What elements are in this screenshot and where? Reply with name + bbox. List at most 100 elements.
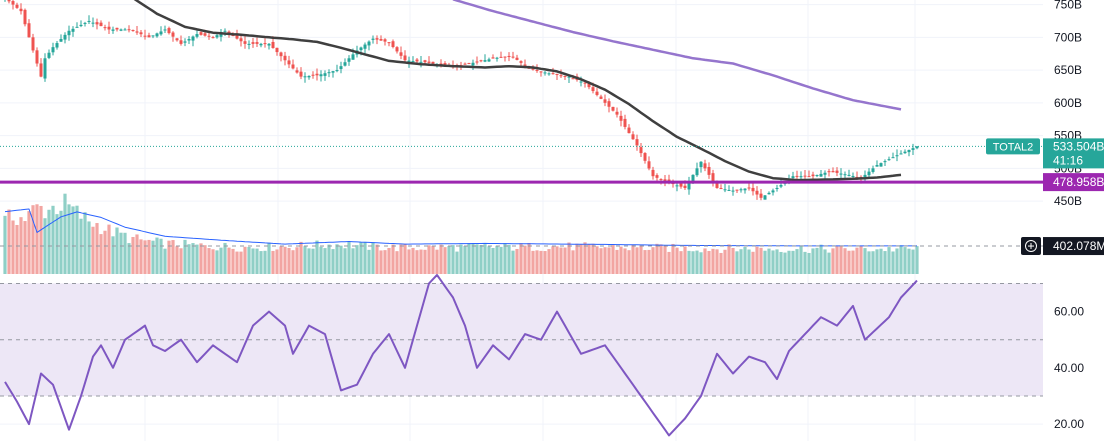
- candle-body: [567, 76, 571, 78]
- volume-bar: [139, 239, 143, 274]
- candle-body: [327, 72, 331, 74]
- candle-body: [847, 174, 851, 176]
- candle-body: [643, 153, 647, 161]
- volume-bar: [331, 249, 335, 274]
- candle-body: [251, 42, 255, 44]
- candle-body: [399, 52, 403, 56]
- support-label-text: 478.958B: [1053, 175, 1104, 189]
- ma-slow-line: [452, 0, 902, 111]
- candle-body: [895, 155, 899, 157]
- candle-body: [295, 70, 299, 73]
- candle-body: [219, 32, 223, 37]
- candle-body: [171, 32, 175, 37]
- candle-body: [503, 56, 507, 58]
- volume-bar: [199, 243, 203, 274]
- candle-body: [555, 73, 559, 75]
- volume-bar: [323, 248, 327, 274]
- volume-bar: [467, 243, 471, 274]
- volume-bar: [539, 250, 543, 274]
- volume-bar: [27, 211, 31, 274]
- volume-bar: [59, 210, 63, 274]
- candle-body: [87, 20, 91, 22]
- volume-bar: [815, 247, 819, 274]
- volume-bar: [723, 249, 727, 274]
- volume-bar: [115, 227, 119, 274]
- candle-body: [867, 171, 871, 176]
- candle-body: [279, 52, 283, 57]
- candle-body: [19, 8, 23, 12]
- volume-bar: [395, 251, 399, 274]
- candle-body: [539, 71, 543, 73]
- candle-body: [815, 175, 819, 177]
- volume-bar: [895, 248, 899, 274]
- volume-bar: [879, 248, 883, 274]
- volume-bar: [699, 252, 703, 274]
- volume-bar: [679, 251, 683, 274]
- candle-body: [115, 27, 119, 30]
- volume-label-box: [1043, 237, 1104, 256]
- volume-bar: [275, 249, 279, 274]
- candle-body: [871, 168, 875, 172]
- volume-bar: [703, 248, 707, 274]
- volume-bar: [227, 247, 231, 274]
- volume-bar: [511, 250, 515, 274]
- volume-bar: [663, 246, 667, 274]
- volume-bar: [731, 247, 735, 274]
- volume-bar: [91, 226, 95, 274]
- volume-bar: [495, 245, 499, 274]
- candle-body: [875, 165, 879, 167]
- candle-body: [763, 195, 767, 200]
- candle-body: [175, 38, 179, 41]
- volume-bar: [175, 246, 179, 274]
- candle-body: [415, 59, 419, 62]
- candle-body: [571, 78, 575, 80]
- candle-body: [819, 173, 823, 177]
- volume-bar: [803, 251, 807, 274]
- volume-bar: [651, 247, 655, 274]
- candle-body: [563, 75, 567, 77]
- volume-bar: [215, 250, 219, 274]
- volume-bar: [239, 251, 243, 274]
- volume-bar: [899, 245, 903, 274]
- volume-bar: [519, 243, 523, 274]
- rsi-axis-tick-label: 40.00: [1054, 361, 1084, 375]
- candle-body: [143, 35, 147, 37]
- candle-body: [139, 32, 143, 35]
- candle-body: [911, 148, 915, 150]
- volume-bar: [63, 193, 67, 274]
- volume-bar: [423, 249, 427, 274]
- volume-bar: [503, 243, 507, 274]
- candle-body: [699, 161, 703, 168]
- candle-body: [719, 188, 723, 190]
- candle-body: [411, 61, 415, 63]
- candle-body: [207, 35, 211, 37]
- candle-body: [835, 170, 839, 173]
- candle-body: [599, 96, 603, 99]
- candle-body: [283, 55, 287, 61]
- candle-body: [791, 176, 795, 178]
- candle-body: [407, 60, 411, 63]
- rsi-line: [4, 274, 918, 437]
- volume-bar: [15, 224, 19, 274]
- volume-bar: [603, 247, 607, 274]
- volume-bar: [203, 245, 207, 274]
- volume-bar: [499, 246, 503, 274]
- volume-bar: [631, 244, 635, 274]
- candle-body: [495, 57, 499, 59]
- candle-body: [55, 43, 59, 48]
- volume-bar: [527, 242, 531, 274]
- volume-bar: [759, 247, 763, 274]
- candle-body: [67, 30, 71, 36]
- candle-body: [223, 30, 227, 32]
- price-label-box: [1043, 138, 1104, 169]
- candle-body: [271, 41, 275, 48]
- candle-body: [735, 189, 739, 191]
- total2-tag: [986, 138, 1040, 155]
- candle-body: [475, 61, 479, 63]
- volume-bar: [587, 244, 591, 274]
- volume-bar: [447, 246, 451, 274]
- volume-bar: [903, 247, 907, 274]
- volume-bar: [643, 250, 647, 274]
- candle-body: [255, 42, 259, 44]
- candle-body: [315, 73, 319, 76]
